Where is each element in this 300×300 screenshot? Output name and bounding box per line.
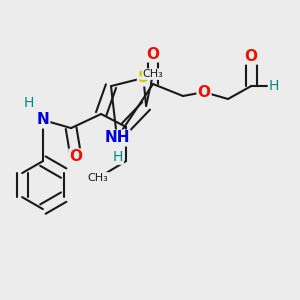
Text: O: O xyxy=(197,85,211,100)
Text: NH: NH xyxy=(104,130,130,146)
Text: CH₃: CH₃ xyxy=(142,69,164,79)
Text: H: H xyxy=(269,79,279,93)
Text: S: S xyxy=(138,70,149,86)
Text: H: H xyxy=(24,96,34,110)
Text: O: O xyxy=(69,149,82,164)
Text: N: N xyxy=(37,112,49,128)
Text: O: O xyxy=(244,49,258,64)
Text: O: O xyxy=(146,46,160,62)
Text: H: H xyxy=(113,150,123,164)
Text: CH₃: CH₃ xyxy=(88,173,109,183)
